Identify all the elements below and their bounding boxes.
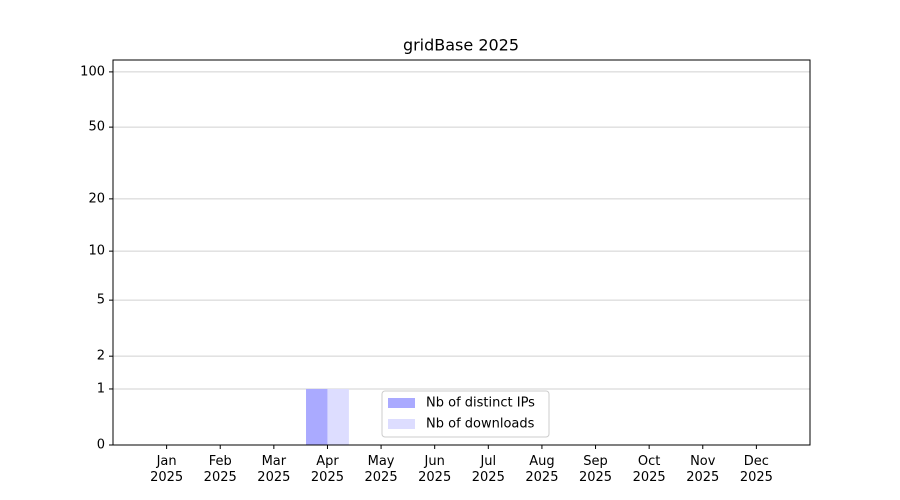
legend-swatch <box>388 419 415 429</box>
x-tick-label: Nov 2025 <box>686 454 719 485</box>
bar <box>306 388 328 445</box>
x-tick-label: Jan 2025 <box>150 454 183 485</box>
y-tick-label: 5 <box>97 293 105 308</box>
x-tick-label: Jun 2025 <box>418 454 451 485</box>
legend-box <box>381 390 550 438</box>
y-tick-label: 2 <box>97 349 105 364</box>
x-tick-label: Apr 2025 <box>311 454 344 485</box>
x-tick-label: Mar 2025 <box>257 454 290 485</box>
legend-label: Nb of distinct IPs <box>426 396 535 411</box>
x-tick-label: Sep 2025 <box>579 454 612 485</box>
legend-label: Nb of downloads <box>426 417 535 432</box>
x-tick-label: Feb 2025 <box>204 454 237 485</box>
y-tick-label: 1 <box>97 381 105 396</box>
y-tick-label: 10 <box>88 244 105 259</box>
y-tick-label: 50 <box>88 120 105 135</box>
legend-swatch <box>388 398 415 408</box>
plot-frame <box>112 59 811 446</box>
y-tick-label: 0 <box>97 438 105 453</box>
x-tick-label: Dec 2025 <box>740 454 773 485</box>
bar <box>327 388 349 445</box>
x-tick-label: Oct 2025 <box>633 454 666 485</box>
chart-title: gridBase 2025 <box>403 36 519 55</box>
y-tick-label: 100 <box>80 64 105 79</box>
x-tick-label: Aug 2025 <box>525 454 558 485</box>
x-tick-label: Jul 2025 <box>472 454 505 485</box>
x-tick-label: May 2025 <box>365 454 398 485</box>
y-tick-label: 20 <box>88 191 105 206</box>
